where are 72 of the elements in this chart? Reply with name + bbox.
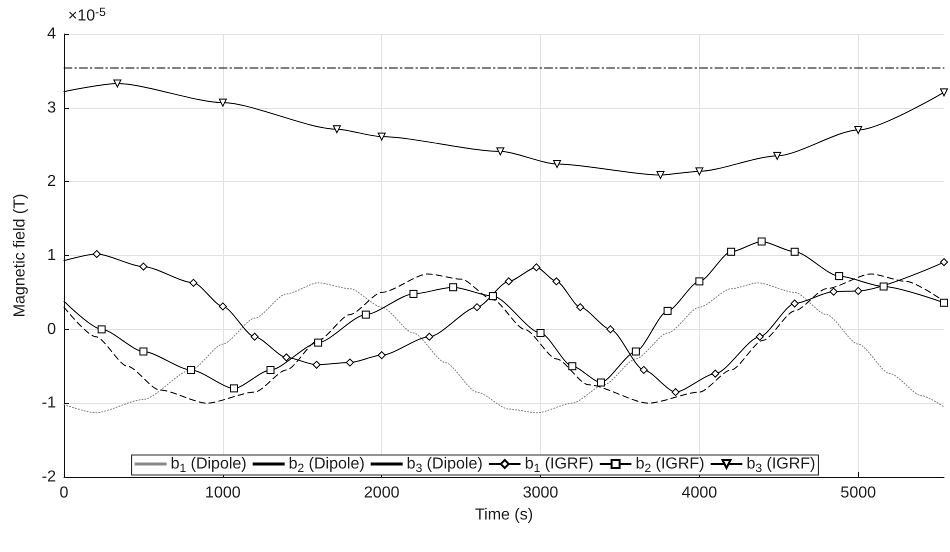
x-axis-title: Time (s) bbox=[474, 506, 534, 524]
point bbox=[790, 248, 799, 256]
point bbox=[640, 366, 648, 374]
point bbox=[504, 277, 513, 286]
point bbox=[266, 366, 274, 374]
y-tick-label: -2 bbox=[42, 468, 56, 486]
x-tick-label: 1000 bbox=[205, 484, 241, 502]
point bbox=[346, 358, 354, 367]
point bbox=[496, 147, 504, 156]
point bbox=[282, 353, 290, 362]
point bbox=[606, 325, 614, 334]
point bbox=[568, 362, 576, 370]
point bbox=[672, 388, 680, 396]
y-tick-label: 2 bbox=[47, 173, 56, 190]
point bbox=[139, 347, 148, 356]
point bbox=[940, 88, 948, 96]
point bbox=[218, 302, 227, 310]
point bbox=[139, 262, 148, 271]
point bbox=[362, 310, 370, 319]
y-tick-label: -1 bbox=[42, 394, 56, 412]
y-tick-label: 0 bbox=[47, 320, 56, 338]
x-tick-label: 0 bbox=[60, 484, 69, 502]
point bbox=[409, 290, 418, 298]
point bbox=[425, 332, 434, 341]
point bbox=[113, 79, 122, 88]
point bbox=[314, 338, 322, 347]
point bbox=[711, 370, 720, 378]
y-tick-label: 1 bbox=[47, 247, 56, 264]
point bbox=[552, 277, 560, 286]
point bbox=[576, 303, 584, 312]
point bbox=[940, 298, 948, 307]
point bbox=[378, 132, 386, 141]
point bbox=[880, 282, 888, 291]
point bbox=[758, 237, 766, 246]
y-axis-title: Magnetic field (T) bbox=[12, 194, 28, 318]
point bbox=[488, 292, 497, 300]
point bbox=[472, 303, 481, 312]
point bbox=[98, 325, 106, 334]
point bbox=[940, 258, 948, 266]
point bbox=[756, 332, 764, 341]
point bbox=[854, 286, 862, 295]
point bbox=[830, 288, 838, 296]
point bbox=[332, 125, 341, 134]
point bbox=[92, 250, 101, 258]
point bbox=[596, 378, 605, 386]
x-tick-label: 3000 bbox=[522, 484, 558, 502]
point bbox=[695, 167, 704, 176]
point bbox=[835, 272, 844, 280]
point bbox=[449, 283, 458, 292]
y-tick-label: 3 bbox=[47, 99, 56, 116]
point bbox=[773, 152, 782, 160]
point bbox=[656, 171, 664, 180]
point bbox=[664, 306, 672, 315]
point bbox=[695, 277, 704, 286]
point bbox=[187, 366, 196, 374]
point bbox=[536, 329, 545, 338]
point bbox=[790, 299, 799, 308]
point bbox=[250, 332, 259, 341]
point bbox=[854, 126, 862, 134]
point bbox=[218, 98, 227, 107]
point bbox=[632, 347, 640, 356]
point bbox=[727, 248, 736, 256]
x-tick-label: 4000 bbox=[682, 484, 718, 502]
point bbox=[230, 384, 238, 392]
y-tick-label: 4 bbox=[47, 26, 56, 42]
point bbox=[532, 263, 540, 272]
x-tick-label: 2000 bbox=[364, 484, 400, 502]
point bbox=[189, 278, 198, 287]
x-tick-label: 5000 bbox=[840, 484, 876, 502]
point bbox=[553, 160, 562, 168]
point bbox=[312, 360, 321, 369]
point bbox=[378, 351, 386, 360]
